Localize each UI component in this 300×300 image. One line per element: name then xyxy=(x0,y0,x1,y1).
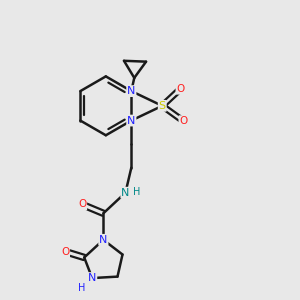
Text: H: H xyxy=(133,187,140,197)
Text: H: H xyxy=(78,284,86,293)
Text: S: S xyxy=(159,101,166,111)
Text: O: O xyxy=(78,200,86,209)
Text: O: O xyxy=(176,84,184,94)
Text: N: N xyxy=(99,235,107,245)
Text: N: N xyxy=(127,86,136,96)
Text: O: O xyxy=(179,116,188,126)
Text: N: N xyxy=(121,188,130,198)
Text: O: O xyxy=(61,247,69,256)
Text: N: N xyxy=(88,273,96,283)
Text: N: N xyxy=(127,116,136,126)
